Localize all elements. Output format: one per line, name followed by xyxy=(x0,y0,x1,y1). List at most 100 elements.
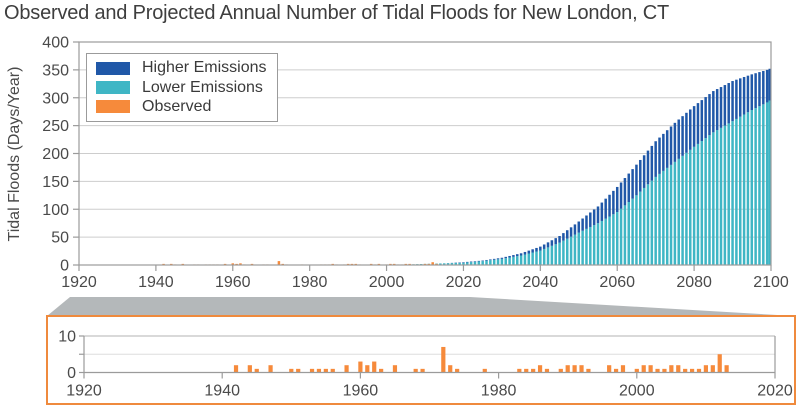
higher-emissions-bar xyxy=(554,238,557,245)
lower-emissions-bar xyxy=(439,263,442,265)
observed-bar-main xyxy=(277,261,281,265)
higher-emissions-bar xyxy=(700,100,704,142)
observed-bar-inset xyxy=(662,368,667,373)
higher-emissions-bar xyxy=(650,145,654,181)
observed-bar-inset xyxy=(296,368,301,373)
lower-emissions-bar xyxy=(565,238,569,265)
x-tick-label: 2060 xyxy=(599,274,635,291)
higher-emissions-bar xyxy=(581,218,584,231)
lower-emissions-bar xyxy=(631,198,634,265)
observed-bar-main xyxy=(231,263,235,265)
observed-bar-inset xyxy=(558,368,563,373)
higher-emissions-bar xyxy=(681,116,684,156)
observed-bar-inset xyxy=(689,368,695,373)
observed-bar-inset xyxy=(316,368,322,373)
y-tick-label: 200 xyxy=(42,146,69,163)
observed-bar-inset xyxy=(544,368,550,373)
observed-bar-inset xyxy=(323,368,328,373)
lower-emissions-bar xyxy=(458,262,461,265)
observed-bar-inset xyxy=(330,368,335,373)
observed-bar-inset xyxy=(683,368,688,373)
higher-emissions-bar xyxy=(569,227,573,237)
higher-emissions-bar xyxy=(485,259,488,261)
y-tick-label: 350 xyxy=(42,62,69,79)
observed-bar-inset xyxy=(441,346,446,373)
observed-bar-inset xyxy=(379,368,384,373)
higher-emissions-bar xyxy=(481,260,484,262)
lower-emissions-bar xyxy=(639,191,642,265)
higher-emissions-bar xyxy=(512,255,515,257)
lower-emissions-bar xyxy=(758,106,761,265)
higher-emissions-bar xyxy=(504,256,507,259)
higher-emissions-bar xyxy=(562,233,565,241)
observed-bar-inset xyxy=(703,365,708,373)
lower-emissions-bar xyxy=(554,244,557,265)
observed-bar-inset xyxy=(572,365,577,373)
higher-emissions-bar xyxy=(735,79,738,119)
inset-y-tick-label: 10 xyxy=(58,329,76,346)
lower-emissions-bar xyxy=(731,121,734,265)
higher-emissions-bar xyxy=(539,246,542,251)
y-tick-label: 100 xyxy=(42,202,69,219)
higher-emissions-bar xyxy=(762,70,765,105)
higher-emissions-bar xyxy=(592,209,596,226)
lower-emissions-bar xyxy=(577,232,581,265)
lower-emissions-bar xyxy=(696,143,700,265)
lower-emissions-bar xyxy=(508,257,511,265)
lower-emissions-bar xyxy=(585,228,588,265)
higher-emissions-bar xyxy=(623,178,627,206)
observed-bar-inset xyxy=(710,365,715,373)
lower-emissions-bar xyxy=(446,263,450,265)
observed-bar-inset xyxy=(344,365,349,373)
lower-emissions-bar xyxy=(719,127,723,265)
higher-emissions-bar xyxy=(585,215,588,229)
higher-emissions-bar xyxy=(469,261,473,263)
lower-emissions-bar xyxy=(738,116,742,265)
lower-emissions-bar xyxy=(646,184,650,265)
higher-emissions-bar xyxy=(462,262,465,263)
lower-emissions-bar xyxy=(592,225,596,265)
inset-x-tick-label: 1960 xyxy=(343,383,379,400)
higher-emissions-bar xyxy=(731,81,734,122)
lower-emissions-bar xyxy=(612,214,615,265)
lower-emissions-bar xyxy=(768,100,771,265)
legend-label: Higher Emissions xyxy=(142,59,267,77)
legend: Higher Emissions Lower Emissions Observe… xyxy=(86,53,278,122)
inset-border xyxy=(46,315,796,405)
inset-x-tick-label: 1980 xyxy=(481,383,517,400)
lower-emissions-bar xyxy=(673,161,677,265)
lower-emissions-bar xyxy=(481,261,484,265)
legend-label: Observed xyxy=(142,97,212,115)
observed-bar-inset xyxy=(648,365,653,373)
lower-emissions-bar xyxy=(450,263,454,265)
higher-emissions-bar xyxy=(719,87,723,128)
observed-bar-inset xyxy=(420,368,425,373)
x-tick-label: 2100 xyxy=(753,274,789,291)
higher-emissions-bar xyxy=(477,260,481,262)
observed-bar-inset xyxy=(641,365,646,373)
higher-emissions-bar xyxy=(635,164,638,196)
higher-emissions-bar xyxy=(692,106,696,147)
higher-emissions-bar xyxy=(600,202,604,221)
observed-bar-inset xyxy=(524,368,529,373)
higher-emissions-bar xyxy=(516,254,519,257)
lower-emissions-bar xyxy=(496,259,500,265)
higher-emissions-bar xyxy=(677,119,680,159)
observed-bar-inset xyxy=(531,368,536,373)
higher-emissions-bar xyxy=(758,72,761,107)
higher-emissions-swatch xyxy=(96,61,130,75)
higher-emissions-bar xyxy=(696,103,700,144)
higher-emissions-bar xyxy=(565,230,569,239)
lower-emissions-bar xyxy=(723,125,727,265)
lower-emissions-bar xyxy=(662,170,665,265)
lower-emissions-bar xyxy=(627,202,631,265)
lower-emissions-bar xyxy=(658,173,661,265)
observed-bar-inset xyxy=(365,365,370,373)
lower-emissions-bar xyxy=(685,152,688,265)
lower-emissions-bar xyxy=(535,251,538,265)
y-tick-label: 250 xyxy=(42,118,69,135)
lower-emissions-bar xyxy=(469,262,473,265)
lower-emissions-bar xyxy=(608,216,611,265)
lower-emissions-bar xyxy=(669,164,673,265)
